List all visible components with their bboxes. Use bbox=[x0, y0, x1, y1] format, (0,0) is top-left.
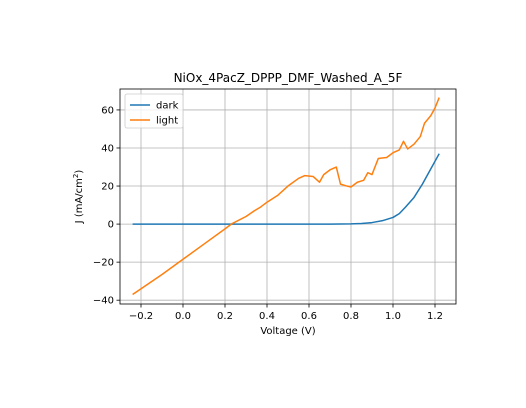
y-axis-label: J (mA/cm2) bbox=[72, 170, 85, 225]
x-axis-label: Voltage (V) bbox=[260, 326, 315, 337]
legend-label-light: light bbox=[156, 116, 178, 127]
x-tick-label: −0.2 bbox=[129, 311, 153, 322]
y-tick-label: −20 bbox=[93, 258, 114, 269]
y-tick-label: 20 bbox=[101, 182, 114, 193]
x-tick-label: 0.6 bbox=[301, 311, 317, 322]
y-axis-label-main: J (mA/cm bbox=[74, 178, 85, 224]
series-line-light bbox=[132, 97, 440, 296]
y-tick-label: 60 bbox=[101, 105, 114, 116]
x-tick-label: 0.2 bbox=[217, 311, 233, 322]
y-axis-label-end: ) bbox=[74, 170, 85, 174]
x-tick-label: 0.4 bbox=[259, 311, 275, 322]
series-line-dark bbox=[132, 153, 440, 225]
x-tick-label: 1.2 bbox=[427, 311, 443, 322]
y-axis-label-sup: 2 bbox=[72, 174, 80, 178]
series-layer bbox=[132, 97, 440, 296]
x-tick-label: 0.0 bbox=[175, 311, 191, 322]
legend-label-dark: dark bbox=[156, 101, 179, 112]
x-tick-label: 0.8 bbox=[343, 311, 359, 322]
plot-frame bbox=[119, 88, 457, 305]
ticks-layer: −0.2 0.0 0.2 0.4 0.6 0.8 1.0 1.2 −40 −20 0 20 40 60 bbox=[93, 105, 443, 322]
y-tick-label: 40 bbox=[101, 143, 114, 154]
x-tick-label: 1.0 bbox=[385, 311, 401, 322]
y-tick-label: 0 bbox=[108, 220, 114, 231]
chart-title: NiOx_4PacZ_DPPP_DMF_Washed_A_5F bbox=[174, 71, 403, 85]
y-tick-label: −40 bbox=[93, 296, 114, 307]
legend: dark light bbox=[124, 93, 184, 129]
